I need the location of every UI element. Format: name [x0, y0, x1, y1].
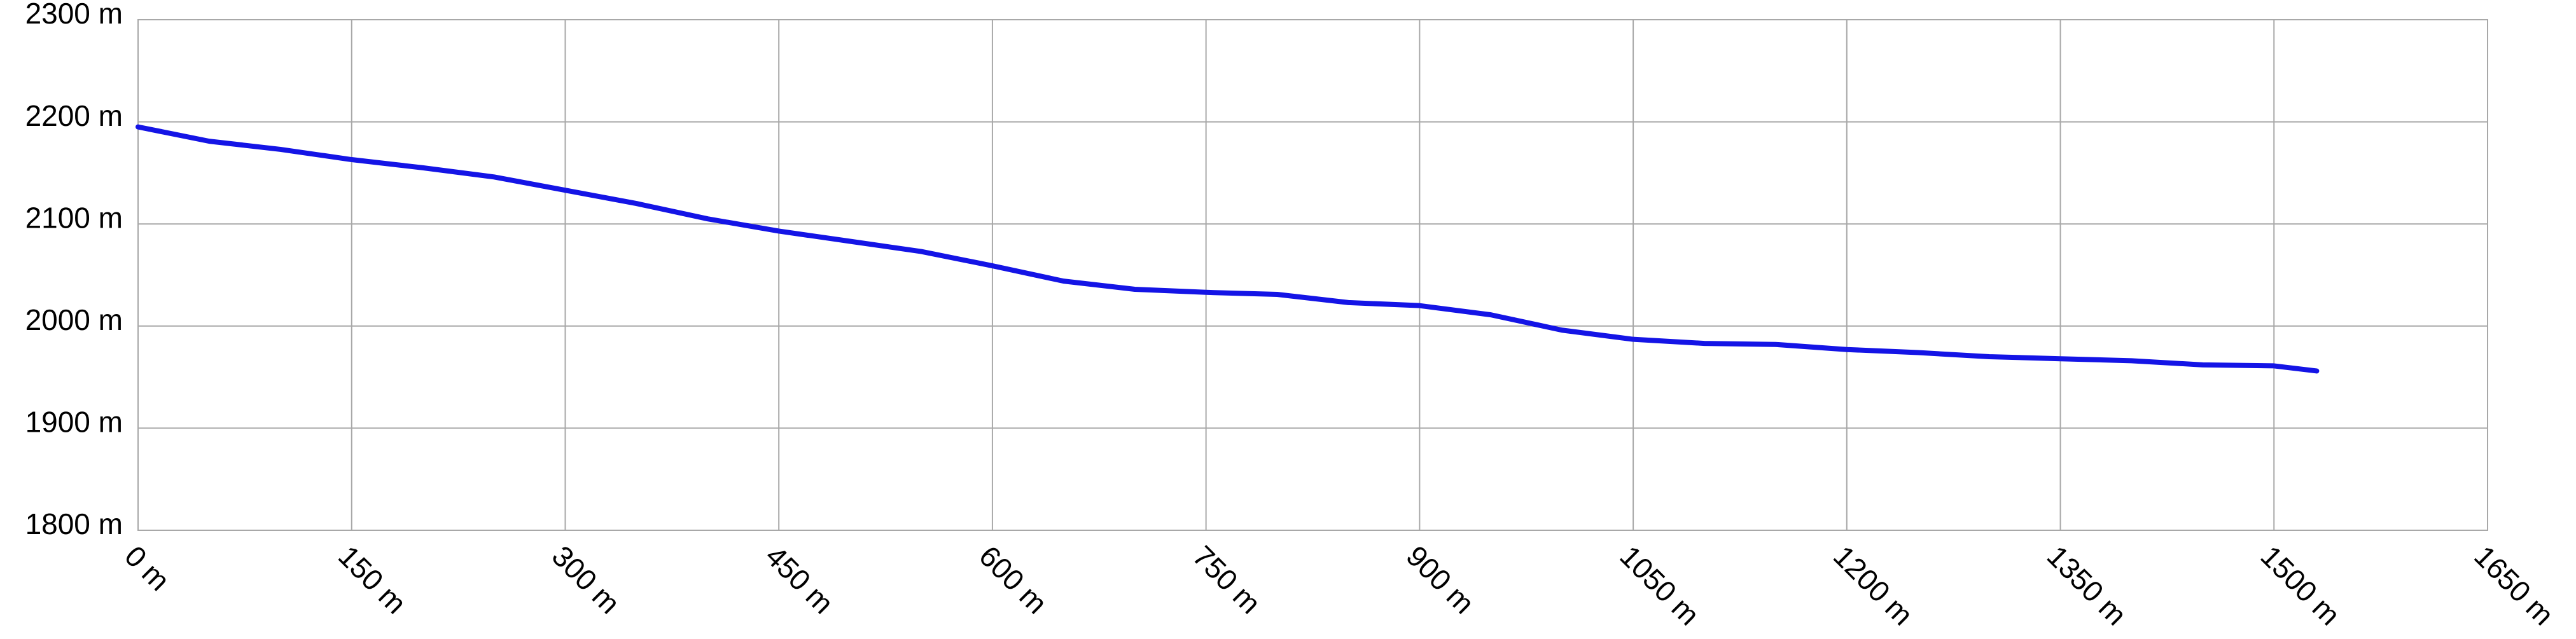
y-tick-label: 1900 m [25, 406, 123, 439]
x-tick-label: 600 m [973, 539, 1054, 620]
x-tick-label: 1350 m [2041, 539, 2133, 631]
x-tick-label: 150 m [332, 539, 413, 620]
y-tick-label: 2100 m [25, 201, 123, 234]
x-tick-label: 300 m [546, 539, 627, 620]
x-tick-label: 750 m [1187, 539, 1267, 620]
y-tick-label: 2200 m [25, 99, 123, 132]
y-tick-label: 2000 m [25, 303, 123, 336]
x-tick-label: 1200 m [1827, 539, 1919, 631]
x-tick-label: 1500 m [2254, 539, 2346, 631]
x-tick-label: 0 m [118, 539, 176, 597]
y-tick-label: 1800 m [25, 507, 123, 540]
x-tick-label: 450 m [759, 539, 840, 620]
x-tick-label: 1650 m [2468, 539, 2560, 631]
elevation-line [136, 124, 2320, 374]
x-tick-label: 900 m [1400, 539, 1481, 620]
plot-frame [137, 19, 2488, 531]
x-tick-label: 1050 m [1613, 539, 1706, 631]
y-tick-label: 2300 m [25, 0, 123, 30]
